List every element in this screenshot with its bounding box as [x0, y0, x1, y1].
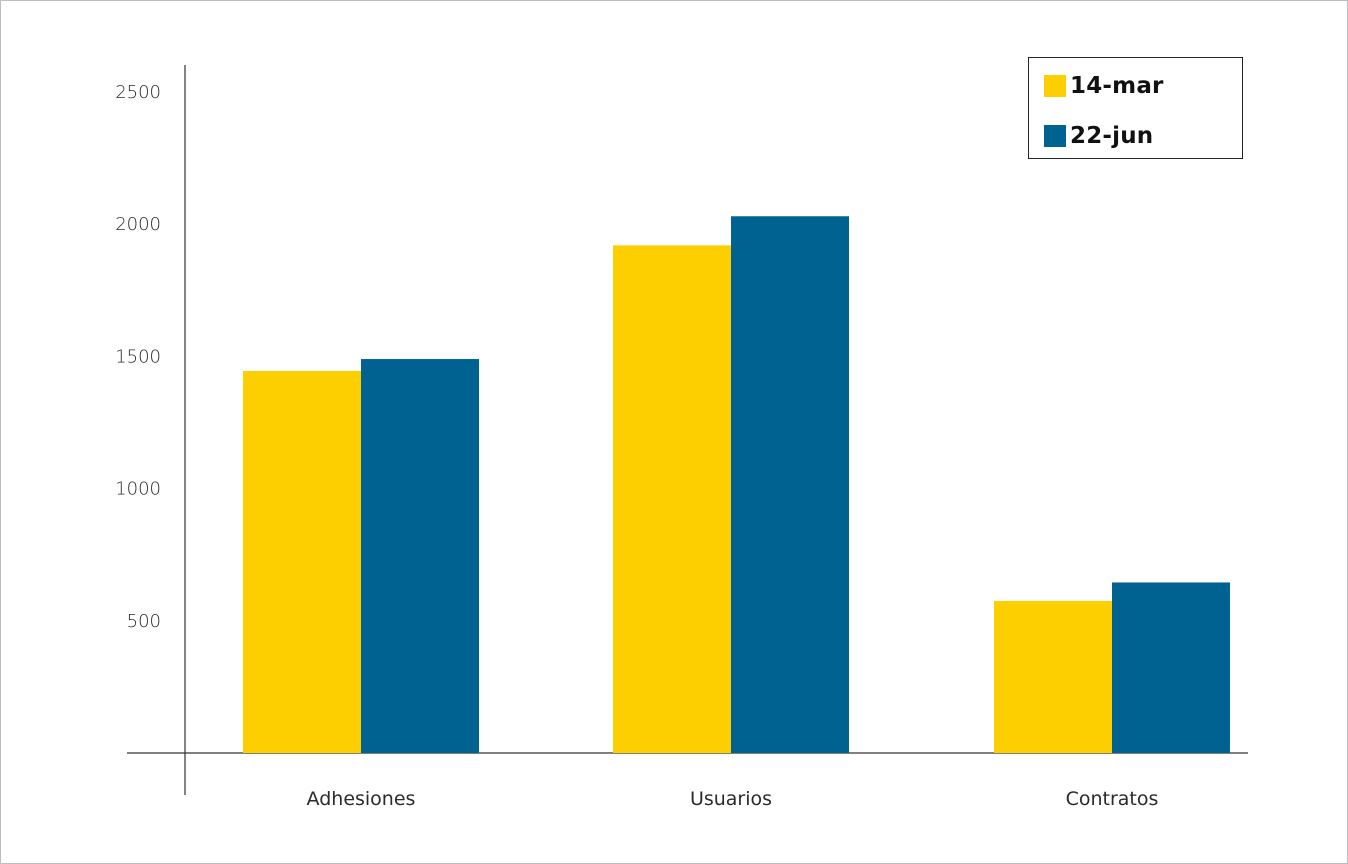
legend-item-series-1: 14-mar: [1044, 73, 1164, 99]
bars: [243, 216, 1230, 754]
y-tick-label-2000: 2000: [115, 214, 161, 235]
x-category-label-usuarios: Usuarios: [690, 788, 772, 810]
legend-swatch-series-2: [1044, 125, 1066, 147]
x-category-label-contratos: Contratos: [1066, 788, 1159, 810]
legend-label-series-1: 14-mar: [1070, 73, 1164, 99]
bar-contratos-series-2: [1112, 582, 1230, 753]
y-tick-label-500: 500: [127, 611, 161, 632]
y-axis-ticks: 500 1000 1500 2000 2500: [115, 82, 161, 632]
y-tick-label-2500: 2500: [115, 82, 161, 103]
legend-swatch-series-1: [1044, 75, 1066, 97]
bar-contratos-series-1: [994, 600, 1112, 753]
y-tick-label-1500: 1500: [115, 346, 161, 367]
legend-label-series-2: 22-jun: [1070, 123, 1154, 149]
x-category-label-adhesiones: Adhesiones: [307, 788, 416, 810]
legend: 14-mar 22-jun: [1028, 57, 1243, 159]
legend-item-series-2: 22-jun: [1044, 123, 1153, 149]
bar-adhesiones-series-2: [361, 359, 479, 753]
bar-usuarios-series-1: [613, 245, 731, 754]
bar-adhesiones-series-1: [243, 370, 361, 753]
bar-usuarios-series-2: [731, 216, 849, 753]
y-tick-label-1000: 1000: [115, 479, 161, 500]
x-axis-labels: Adhesiones Usuarios Contratos: [307, 788, 1159, 810]
